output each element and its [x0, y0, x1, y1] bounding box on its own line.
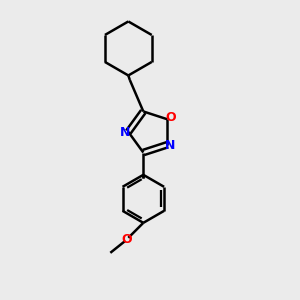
Text: O: O — [122, 233, 132, 246]
Text: N: N — [120, 126, 130, 139]
Text: O: O — [166, 111, 176, 124]
Text: N: N — [165, 139, 176, 152]
